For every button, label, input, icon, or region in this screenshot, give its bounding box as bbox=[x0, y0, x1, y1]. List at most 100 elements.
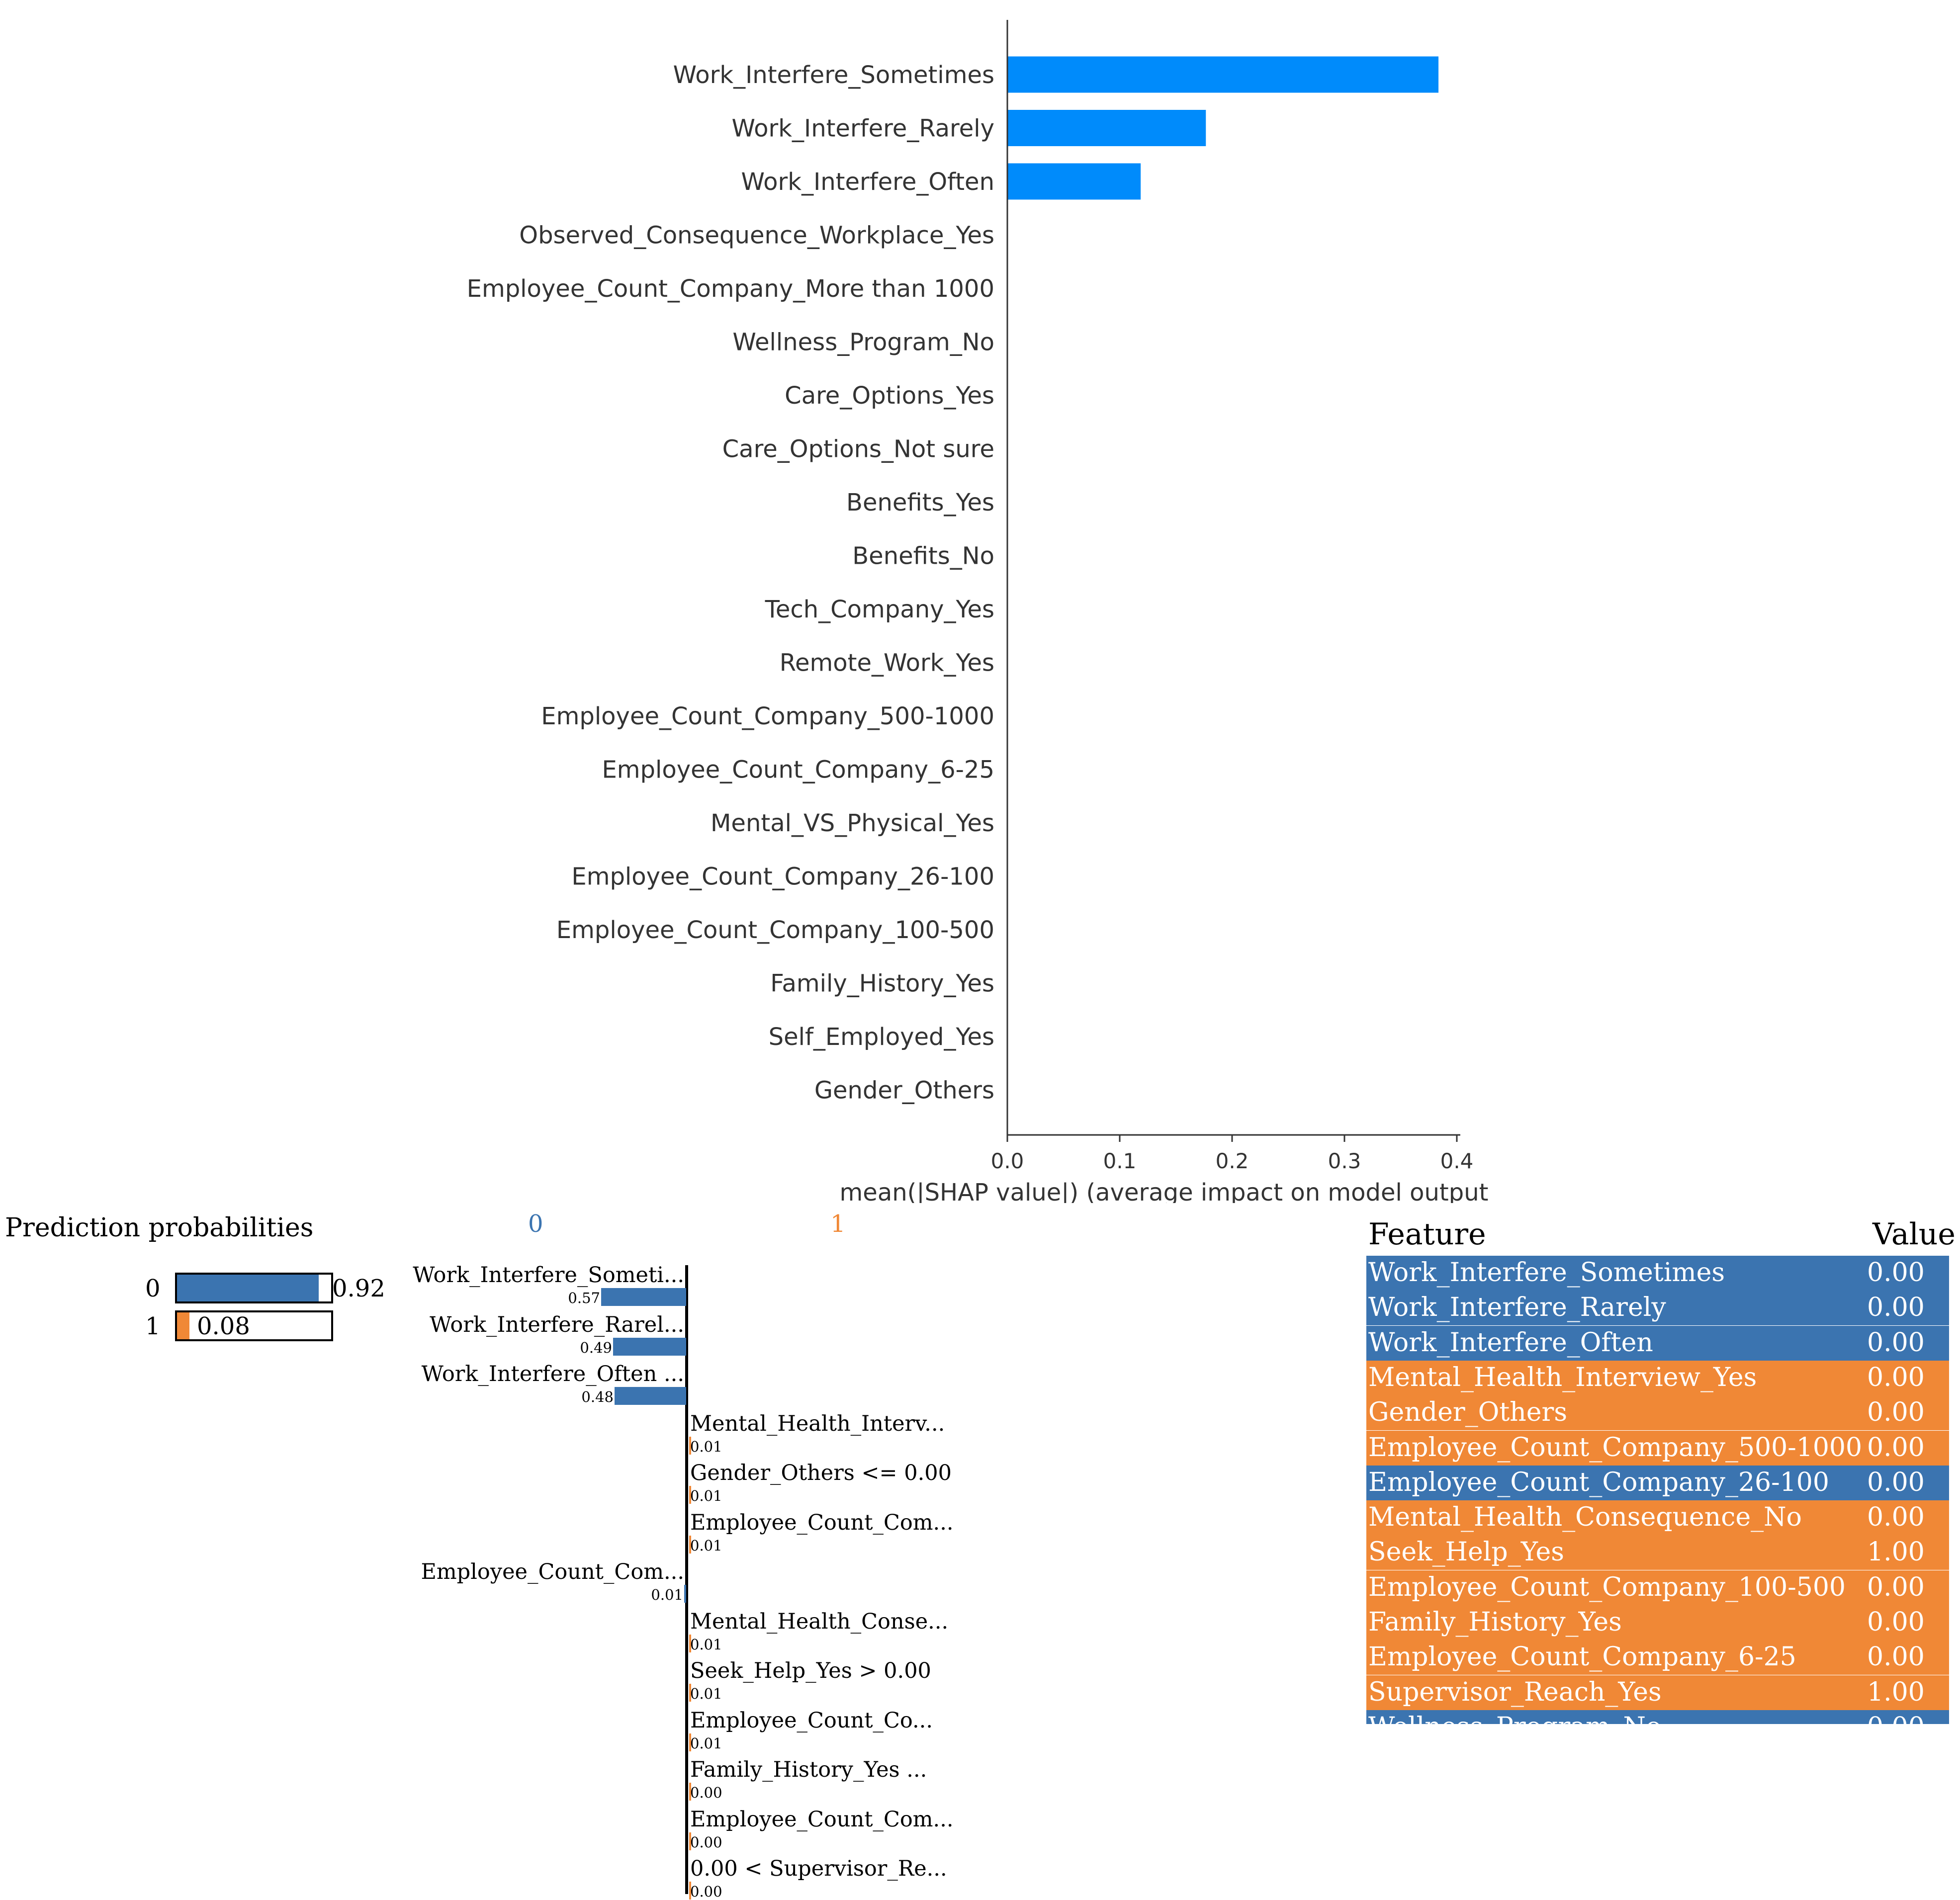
table-row: Wellness_Program_No 0.00 bbox=[1366, 1710, 1949, 1724]
explanation-axis-line bbox=[685, 1265, 688, 1894]
explanation-feature-label: Mental_Health_Interv... bbox=[690, 1411, 945, 1436]
table-row: Work_Interfere_Sometimes 0.00 bbox=[1366, 1256, 1949, 1291]
table-row: Work_Interfere_Rarely 0.00 bbox=[1366, 1291, 1949, 1326]
shap-category-label: Family_History_Yes bbox=[770, 970, 994, 998]
shap-category-label: Work_Interfere_Often bbox=[741, 168, 994, 196]
explanation-feature-label: Work_Interfere_Often ... bbox=[421, 1362, 684, 1386]
explanation-feature-label: Work_Interfere_Rarel... bbox=[430, 1312, 684, 1337]
explanation-bar bbox=[689, 1535, 691, 1554]
table-cell-feature: Employee_Count_Company_100-500 bbox=[1368, 1572, 1846, 1602]
prediction-bar bbox=[177, 1312, 189, 1339]
table-cell-value: 0.00 bbox=[1867, 1572, 1925, 1602]
explanation-feature-label: Employee_Count_Com... bbox=[690, 1807, 954, 1832]
explanation-feature-label: Employee_Count_Com... bbox=[421, 1559, 684, 1584]
prediction-value-label: 0.92 bbox=[332, 1275, 385, 1302]
table-cell-value: 1.00 bbox=[1867, 1537, 1925, 1567]
explanation-weight-label: 0.57 bbox=[568, 1290, 600, 1306]
class-1-header: 1 bbox=[830, 1210, 846, 1238]
shap-category-label: Self_Employed_Yes bbox=[769, 1023, 994, 1051]
shap-category-label: Benefits_Yes bbox=[846, 489, 994, 517]
table-cell-feature: Mental_Health_Interview_Yes bbox=[1368, 1362, 1757, 1392]
table-cell-feature: Supervisor_Reach_Yes bbox=[1368, 1677, 1662, 1707]
table-cell-feature: Employee_Count_Company_26-100 bbox=[1368, 1467, 1829, 1497]
shap-x-tick-label: 0.4 bbox=[1440, 1149, 1474, 1173]
table-cell-feature: Work_Interfere_Often bbox=[1368, 1327, 1653, 1358]
shap-bar bbox=[1008, 56, 1439, 93]
explanation-weight-label: 0.01 bbox=[690, 1734, 722, 1752]
prediction-bar-frame bbox=[175, 1273, 333, 1303]
shap-x-tick-label: 0.0 bbox=[991, 1149, 1024, 1173]
shap-category-label: Employee_Count_Company_26-100 bbox=[571, 863, 994, 891]
table-row: Supervisor_Reach_Yes 1.00 bbox=[1366, 1675, 1949, 1710]
explanation-bar bbox=[601, 1288, 686, 1306]
table-cell-feature: Family_History_Yes bbox=[1368, 1607, 1622, 1637]
explanation-bar bbox=[689, 1783, 691, 1801]
explanation-weight-label: 0.00 bbox=[690, 1883, 722, 1900]
explanation-bar bbox=[615, 1387, 686, 1405]
shap-category-label: Gender_Others bbox=[814, 1077, 994, 1105]
shap-category-label: Tech_Company_Yes bbox=[765, 596, 994, 623]
explanation-bar bbox=[689, 1486, 691, 1504]
explanation-weight-label: 0.48 bbox=[581, 1388, 614, 1405]
explanation-weight-label: 0.01 bbox=[690, 1537, 722, 1554]
shap-category-label: Care_Options_Yes bbox=[785, 382, 994, 410]
table-row: Employee_Count_Company_100-500 0.00 bbox=[1366, 1570, 1949, 1605]
table-cell-value: 0.00 bbox=[1867, 1293, 1925, 1323]
table-row: Gender_Others 0.00 bbox=[1366, 1395, 1949, 1431]
explanation-weight-label: 0.01 bbox=[651, 1586, 683, 1603]
table-header-feature: Feature bbox=[1368, 1217, 1486, 1252]
shap-summary-chart: Work_Interfere_Sometimes Work_Interfere_R… bbox=[467, 20, 1488, 1203]
table-cell-value: 0.00 bbox=[1867, 1432, 1925, 1463]
table-cell-feature: Mental_Health_Consequence_No bbox=[1368, 1502, 1802, 1533]
shap-category-label: Employee_Count_Company_More than 1000 bbox=[467, 275, 994, 303]
table-cell-feature: Gender_Others bbox=[1368, 1397, 1568, 1428]
shap-category-label: Wellness_Program_No bbox=[732, 329, 994, 356]
explanation-bar bbox=[689, 1436, 691, 1455]
explanation-weight-label: 0.01 bbox=[690, 1438, 722, 1455]
table-cell-feature: Employee_Count_Company_500-1000 bbox=[1368, 1432, 1863, 1463]
shap-category-label: Employee_Count_Company_6-25 bbox=[602, 756, 994, 784]
class-0-header: 0 bbox=[528, 1210, 543, 1238]
explanation-feature-label: Mental_Health_Conse... bbox=[690, 1609, 949, 1634]
explanation-bar bbox=[689, 1684, 691, 1702]
shap-x-tick-label: 0.3 bbox=[1328, 1149, 1361, 1173]
table-row: Work_Interfere_Often 0.00 bbox=[1366, 1325, 1949, 1361]
shap-category-label: Care_Options_Not sure bbox=[722, 435, 994, 463]
table-row: Employee_Count_Company_26-100 0.00 bbox=[1366, 1465, 1949, 1500]
explanation-weight-label: 0.01 bbox=[690, 1636, 722, 1653]
explanation-bar bbox=[684, 1585, 686, 1603]
feature-value-table: Work_Interfere_Sometimes 0.00 Work_Interfe… bbox=[1366, 1256, 1949, 1724]
table-row: Employee_Count_Company_500-1000 0.00 bbox=[1366, 1430, 1949, 1466]
table-cell-value: 0.00 bbox=[1867, 1642, 1925, 1672]
table-cell-value: 0.00 bbox=[1867, 1607, 1925, 1637]
table-cell-value: 0.00 bbox=[1867, 1712, 1925, 1724]
table-cell-feature: Work_Interfere_Sometimes bbox=[1368, 1258, 1725, 1288]
explanation-feature-label: Work_Interfere_Someti... bbox=[413, 1263, 684, 1288]
table-cell-value: 0.00 bbox=[1867, 1258, 1925, 1288]
shap-category-label: Mental_VS_Physical_Yes bbox=[711, 809, 994, 837]
explanation-feature-label: Seek_Help_Yes > 0.00 bbox=[690, 1658, 931, 1683]
explanation-feature-label: Family_History_Yes ... bbox=[690, 1757, 927, 1782]
prediction-bar-frame bbox=[175, 1310, 333, 1341]
shap-category-label: Benefits_No bbox=[852, 542, 994, 570]
shap-bar bbox=[1008, 110, 1206, 146]
shap-category-label: Work_Interfere_Rarely bbox=[731, 115, 994, 143]
explanation-weight-label: 0.00 bbox=[690, 1833, 722, 1851]
explanation-feature-label: 0.00 < Supervisor_Re... bbox=[690, 1856, 947, 1881]
table-row: Seek_Help_Yes 1.00 bbox=[1366, 1535, 1949, 1570]
table-cell-feature: Work_Interfere_Rarely bbox=[1368, 1293, 1666, 1323]
explanation-feature-label: Gender_Others <= 0.00 bbox=[690, 1461, 952, 1485]
explanation-bar bbox=[689, 1733, 691, 1751]
table-row: Mental_Health_Interview_Yes 0.00 bbox=[1366, 1360, 1949, 1395]
table-cell-value: 0.00 bbox=[1867, 1467, 1925, 1497]
shap-x-tick-label: 0.1 bbox=[1103, 1149, 1137, 1173]
table-cell-value: 0.00 bbox=[1867, 1327, 1925, 1358]
table-cell-feature: Seek_Help_Yes bbox=[1368, 1537, 1564, 1567]
explanation-weight-label: 0.01 bbox=[690, 1487, 722, 1504]
shap-category-label: Employee_Count_Company_500-1000 bbox=[541, 702, 994, 730]
explanation-weight-label: 0.00 bbox=[690, 1784, 722, 1801]
table-cell-feature: Employee_Count_Company_6-25 bbox=[1368, 1642, 1796, 1672]
prediction-bar bbox=[177, 1275, 319, 1301]
prediction-class-label: 0 bbox=[145, 1275, 161, 1302]
explanation-bar bbox=[689, 1634, 691, 1652]
